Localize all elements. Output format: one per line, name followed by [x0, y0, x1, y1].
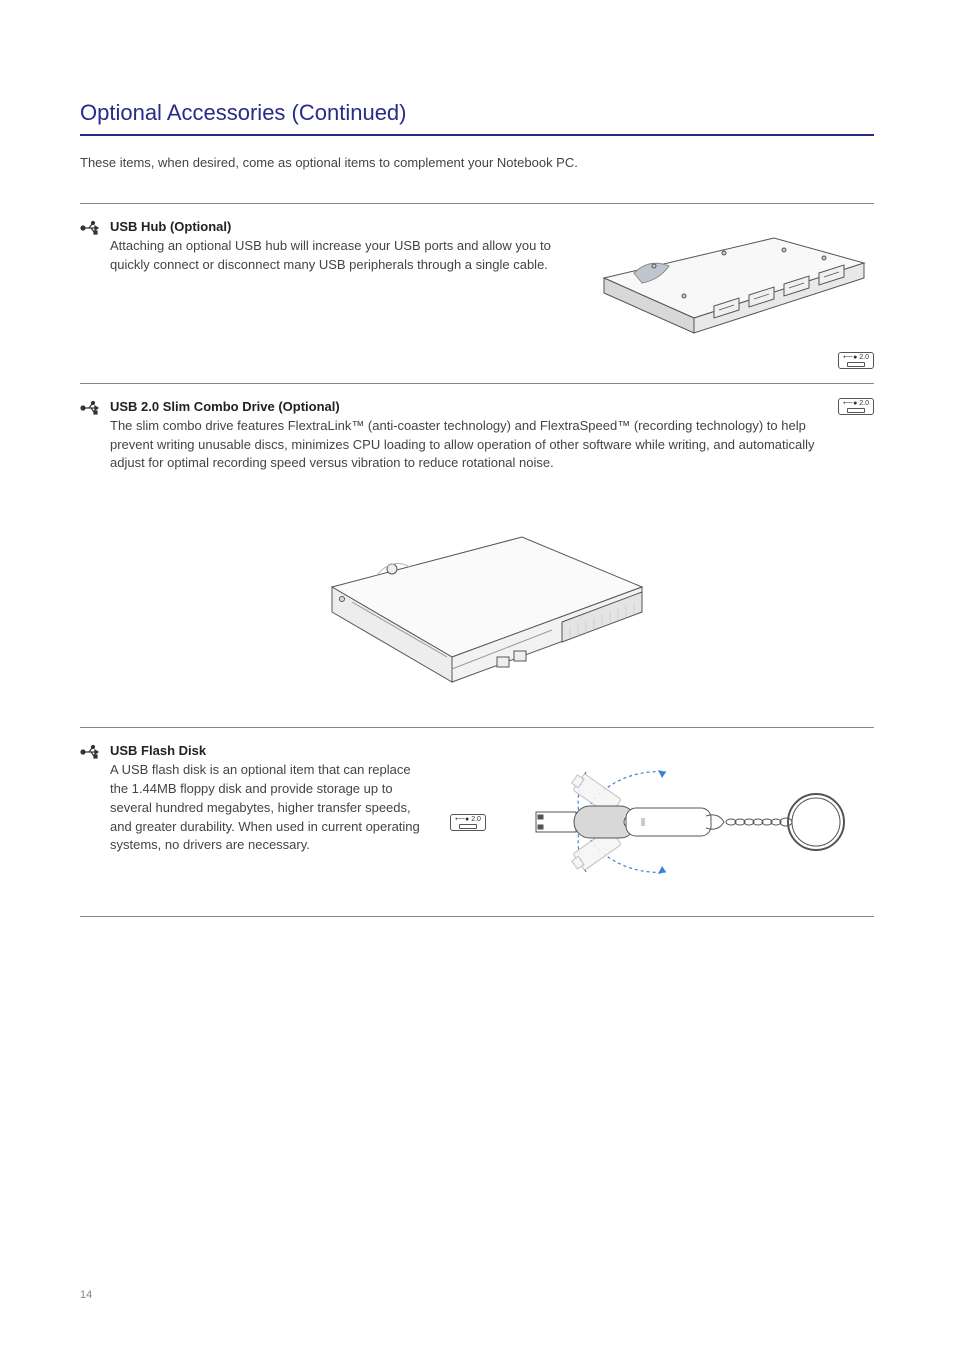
item-desc: A USB flash disk is an optional item tha… [110, 762, 420, 852]
item-illustration: ⟵● 2.0 [574, 218, 874, 369]
intro-text: These items, when desired, come as optio… [80, 154, 874, 173]
item-description: USB Flash Disk A USB flash disk is an op… [110, 742, 450, 902]
usb-icon [80, 742, 110, 902]
page-title: Optional Accessories (Continued) [80, 100, 874, 134]
item-name: USB Hub (Optional) [110, 219, 231, 234]
header-rule [80, 134, 874, 136]
item-name: USB 2.0 Slim Combo Drive (Optional) [110, 399, 340, 414]
item-desc: The slim combo drive features FlextraLin… [110, 418, 815, 471]
slim-combo-illustration-wrap [80, 527, 874, 717]
item-description: USB 2.0 Slim Combo Drive (Optional) The … [110, 398, 838, 533]
usb-2-badge-icon: ⟵● 2.0 [838, 398, 874, 415]
item-desc: Attaching an optional USB hub will incre… [110, 238, 551, 272]
page-header: Optional Accessories (Continued) These i… [80, 100, 874, 173]
accessory-item-usb-hub: USB Hub (Optional) Attaching an optional… [80, 204, 874, 383]
usb-icon [80, 218, 110, 369]
page-footer: 14 [80, 1289, 874, 1301]
usb-icon [80, 398, 110, 421]
item-illustration: ⟵● 2.0 [450, 742, 874, 902]
section-divider [80, 916, 874, 917]
usb-2-badge-icon: ⟵● 2.0 [450, 814, 486, 831]
slim-combo-illustration [292, 527, 662, 717]
accessory-item-flash-disk: USB Flash Disk A USB flash disk is an op… [80, 728, 874, 916]
usb-hub-illustration [574, 218, 874, 348]
flash-disk-illustration [506, 742, 866, 902]
item-description: USB Hub (Optional) Attaching an optional… [110, 218, 574, 369]
page-number: 14 [80, 1289, 92, 1301]
item-illustration: ⟵● 2.0 [838, 398, 874, 421]
usb-2-badge-icon: ⟵● 2.0 [838, 352, 874, 369]
accessory-item-slim-combo: USB 2.0 Slim Combo Drive (Optional) The … [80, 384, 874, 547]
item-name: USB Flash Disk [110, 743, 206, 758]
